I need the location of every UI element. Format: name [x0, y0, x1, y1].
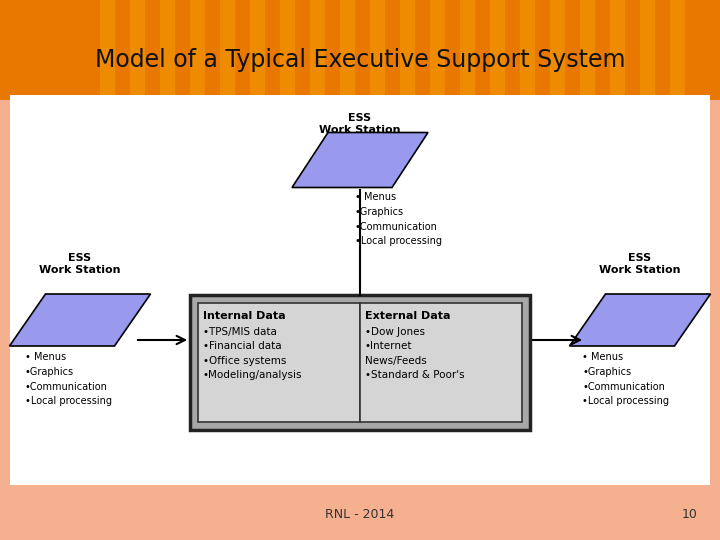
Bar — [0, 0, 720, 100]
Bar — [360, 303, 522, 422]
Text: RNL - 2014: RNL - 2014 — [325, 509, 395, 522]
Bar — [250, 0, 265, 100]
Text: Model of a Typical Executive Support System: Model of a Typical Executive Support Sys… — [95, 48, 625, 72]
Bar — [460, 0, 475, 100]
Text: Work Station: Work Station — [319, 125, 401, 135]
Bar — [130, 0, 145, 100]
Bar — [10, 95, 710, 485]
Bar — [370, 0, 385, 100]
Text: • Menus
•Graphics
•Communication
•Local processing: • Menus •Graphics •Communication •Local … — [582, 352, 669, 407]
Bar — [100, 0, 115, 100]
Polygon shape — [292, 132, 428, 187]
Bar — [670, 0, 685, 100]
Bar — [190, 0, 205, 100]
Bar — [640, 0, 655, 100]
Bar — [550, 0, 565, 100]
Text: Work Station: Work Station — [40, 265, 121, 275]
Text: External Data: External Data — [365, 311, 451, 321]
Text: ESS: ESS — [68, 253, 91, 263]
Bar — [400, 0, 415, 100]
Text: ESS: ESS — [348, 113, 372, 123]
Text: Internal Data: Internal Data — [203, 311, 286, 321]
Bar — [520, 0, 535, 100]
Text: • Menus
•Graphics
•Communication
•Local processing: • Menus •Graphics •Communication •Local … — [355, 192, 442, 246]
Text: Work Station: Work Station — [599, 265, 680, 275]
Bar — [160, 0, 175, 100]
Bar — [280, 0, 295, 100]
Text: ESS: ESS — [629, 253, 652, 263]
Bar — [198, 303, 360, 422]
Bar — [190, 295, 530, 430]
Bar — [580, 0, 595, 100]
Bar — [610, 0, 625, 100]
Polygon shape — [9, 294, 150, 346]
Text: •TPS/MIS data
•Financial data
•Office systems
•Modeling/analysis: •TPS/MIS data •Financial data •Office sy… — [203, 327, 302, 380]
Bar — [430, 0, 445, 100]
Polygon shape — [570, 294, 711, 346]
Bar — [220, 0, 235, 100]
Bar — [340, 0, 355, 100]
Bar — [490, 0, 505, 100]
Text: •Dow Jones
•Internet
News/Feeds
•Standard & Poor's: •Dow Jones •Internet News/Feeds •Standar… — [365, 327, 464, 380]
Text: 10: 10 — [682, 509, 698, 522]
Bar — [310, 0, 325, 100]
Text: • Menus
•Graphics
•Communication
•Local processing: • Menus •Graphics •Communication •Local … — [25, 352, 112, 407]
